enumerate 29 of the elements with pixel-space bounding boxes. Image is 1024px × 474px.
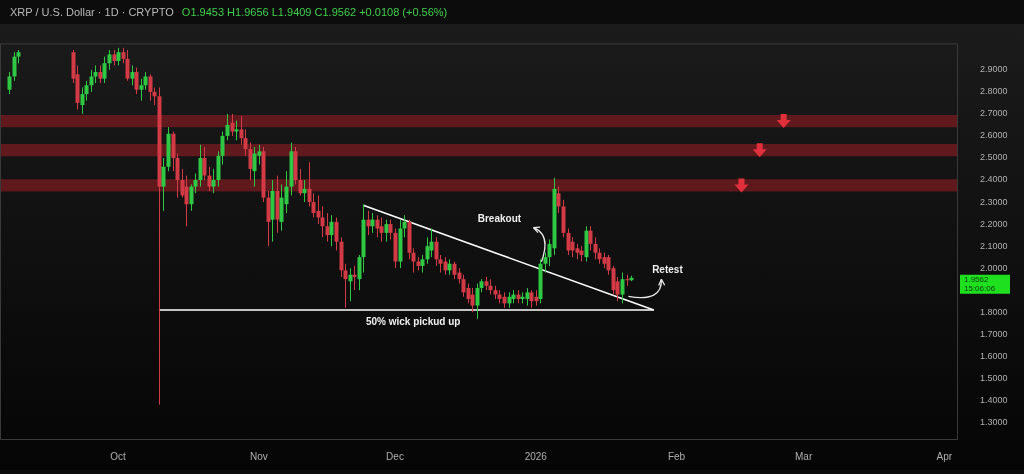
y-tick-label: 2.8000 bbox=[980, 86, 1008, 97]
x-tick-label: Oct bbox=[110, 450, 127, 462]
chart-subtitle: O1.9453 H1.9656 L1.9409 C1.9562 +0.0108 (+0.56%) bbox=[181, 6, 448, 18]
x-tick-label: Mar bbox=[795, 450, 813, 462]
x-tick-label: Nov bbox=[249, 450, 268, 462]
y-tick-label: 2.6000 bbox=[980, 130, 1008, 141]
text: 1.9562 15:06:06 bbox=[964, 274, 996, 293]
y-tick-label: 2.1000 bbox=[980, 240, 1008, 251]
y-tick-label: 2.3000 bbox=[980, 196, 1008, 207]
y-tick-label: 2.7000 bbox=[980, 108, 1008, 119]
y-tick-label: 2.9000 bbox=[980, 64, 1008, 75]
x-tick-label: Apr bbox=[936, 450, 953, 462]
x-tick-label: Feb bbox=[667, 450, 686, 462]
y-tick-label: 2.2000 bbox=[980, 218, 1008, 229]
y-tick-label: 1.3000 bbox=[980, 416, 1008, 427]
y-tick-label: 1.5000 bbox=[980, 372, 1008, 383]
y-tick-label: 1.7000 bbox=[980, 328, 1008, 339]
annotation: Retest bbox=[652, 264, 684, 276]
y-tick-label: 2.4000 bbox=[980, 174, 1008, 185]
y-tick-label: 1.6000 bbox=[980, 350, 1008, 361]
y-tick-label: 1.4000 bbox=[980, 394, 1008, 405]
annotation: 50% wick pickud up bbox=[365, 315, 461, 327]
x-tick-label: 2026 bbox=[524, 450, 548, 462]
annotation: Breakout bbox=[477, 213, 522, 225]
y-tick-label: 2.0000 bbox=[980, 262, 1008, 273]
x-tick-label: Dec bbox=[386, 450, 404, 462]
y-tick-label: 2.5000 bbox=[980, 152, 1008, 163]
chart-title: XRP / U.S. Dollar · 1D · CRYPTO bbox=[10, 6, 174, 18]
y-tick-label: 1.8000 bbox=[980, 306, 1008, 317]
